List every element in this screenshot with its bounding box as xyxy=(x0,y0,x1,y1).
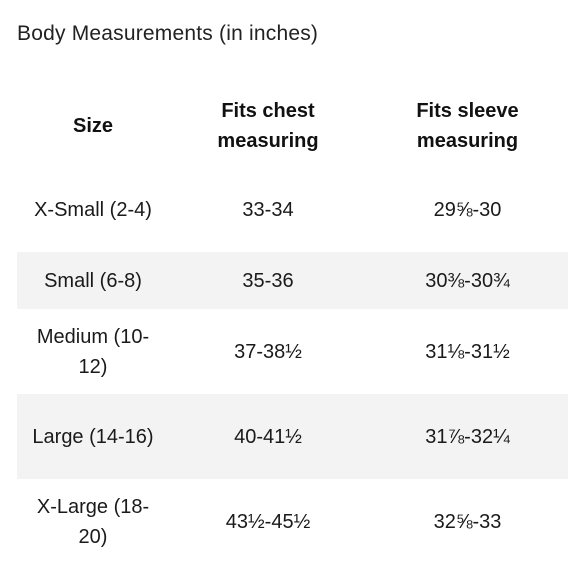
header-sleeve: Fits sleeve measuring xyxy=(416,100,519,152)
cell-sleeve: 32⅝-33 xyxy=(433,510,502,533)
table-row: Large (14-16) 40-41½ 31⅞-32¼ xyxy=(17,394,568,479)
cell-size: Medium (10-12) xyxy=(36,325,150,378)
cell-sleeve: 29⅝-30 xyxy=(433,198,502,221)
cell-sleeve: 30⅜-30¾ xyxy=(367,252,568,309)
table-header-row: Size Fits chest measuring Fits sleeve me… xyxy=(17,85,568,167)
cell-chest: 35-36 xyxy=(169,252,367,309)
cell-sleeve: 31⅞-32¼ xyxy=(367,394,568,479)
cell-sleeve: 31⅛-31½ xyxy=(425,340,510,363)
cell-size: X-Large (18-20) xyxy=(36,495,150,548)
table-row: X-Small (2-4) 33-34 29⅝-30 xyxy=(17,167,568,252)
cell-chest: 33-34 xyxy=(242,198,294,221)
table-row: Small (6-8) 35-36 30⅜-30¾ xyxy=(17,252,568,309)
table-row: Medium (10-12) 37-38½ 31⅛-31½ xyxy=(17,309,568,394)
cell-chest: 40-41½ xyxy=(169,394,367,479)
cell-chest: 43½-45½ xyxy=(225,510,311,533)
cell-size: Large (14-16) xyxy=(17,394,169,479)
size-chart-table: Size Fits chest measuring Fits sleeve me… xyxy=(17,85,568,564)
cell-size: Small (6-8) xyxy=(17,252,169,309)
table-row: X-Large (18-20) 43½-45½ 32⅝-33 xyxy=(17,479,568,564)
cell-chest: 37-38½ xyxy=(234,340,302,363)
header-chest: Fits chest measuring xyxy=(217,100,319,152)
header-size: Size xyxy=(72,115,114,137)
page-title: Body Measurements (in inches) xyxy=(17,22,319,45)
cell-size: X-Small (2-4) xyxy=(34,198,152,221)
